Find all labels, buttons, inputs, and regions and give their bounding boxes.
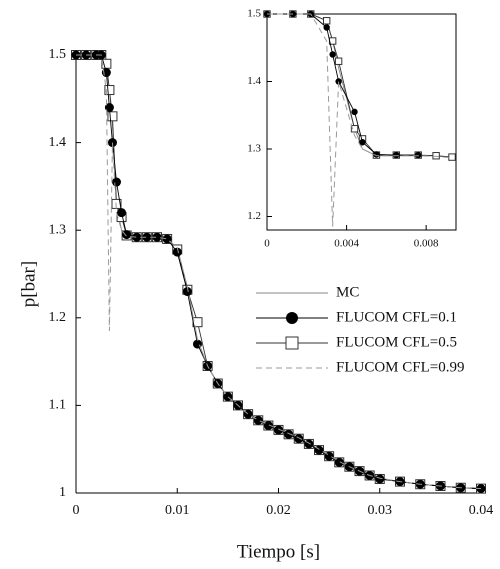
series-line xyxy=(267,13,453,227)
circle-marker xyxy=(253,415,263,425)
circle-marker xyxy=(172,247,182,257)
y-tick-label: 1.4 xyxy=(49,135,67,150)
x-tick-label: 0 xyxy=(73,503,80,518)
circle-marker xyxy=(152,232,162,242)
circle-marker xyxy=(334,457,344,467)
circle-marker xyxy=(122,230,132,240)
circle-marker xyxy=(107,138,117,148)
circle-marker xyxy=(286,312,298,324)
y-tick-label: 1.3 xyxy=(49,222,67,237)
square-marker xyxy=(448,153,456,161)
circle-marker xyxy=(112,177,121,187)
x-tick-label: 0.04 xyxy=(469,503,494,518)
series-line xyxy=(76,54,482,490)
series-line xyxy=(76,54,482,490)
y-tick-label: 1.4 xyxy=(247,75,261,87)
circle-marker xyxy=(335,78,342,85)
y-tick-label: 1.2 xyxy=(247,210,261,222)
plot: 0 0.01 0.02 0.03 0.04 1 1.1 1.2 1.3 1.4 1.5 Tiempo … xyxy=(18,47,493,562)
square-marker xyxy=(285,336,299,350)
series-line xyxy=(76,54,482,490)
x-tick-label: 0.01 xyxy=(165,503,190,518)
circle-marker xyxy=(415,151,422,159)
x-tick-label: 0.004 xyxy=(334,238,359,250)
x-tick-label: 0.02 xyxy=(266,503,291,518)
plot: 0 0.004 0.008 1.2 1.3 1.4 1.5 xyxy=(247,8,457,250)
circle-marker xyxy=(375,474,385,484)
square-marker xyxy=(350,125,359,133)
circle-marker xyxy=(263,421,273,431)
circle-marker xyxy=(101,68,111,78)
x-tick-label: 0.008 xyxy=(414,238,439,250)
legend-label: FLUCOM CFL=0.1 xyxy=(336,309,457,325)
square-marker xyxy=(322,17,331,25)
x-tick-label: 0 xyxy=(264,238,270,250)
circle-marker xyxy=(351,108,358,116)
circle-marker xyxy=(142,232,152,242)
circle-marker xyxy=(284,429,294,439)
square-marker xyxy=(334,57,343,65)
circle-marker xyxy=(323,24,330,31)
legend-label: FLUCOM CFL=0.99 xyxy=(336,359,464,375)
circle-marker xyxy=(274,425,283,435)
legend-label: MC xyxy=(336,284,359,300)
y-tick-label: 1.2 xyxy=(49,310,67,325)
circle-marker xyxy=(132,232,142,242)
plot-frame xyxy=(266,13,457,231)
square-marker xyxy=(107,111,118,122)
circle-marker xyxy=(104,103,114,113)
legend-label: FLUCOM CFL=0.5 xyxy=(336,334,457,350)
y-axis-label: p[bar] xyxy=(18,261,39,307)
circle-marker xyxy=(294,434,304,444)
series-line xyxy=(76,54,482,490)
circle-marker xyxy=(182,287,192,297)
y-tick-label: 1.5 xyxy=(247,8,261,20)
y-tick-label: 1.1 xyxy=(49,398,67,413)
y-tick-label: 1.5 xyxy=(49,47,67,62)
circle-marker xyxy=(359,139,366,146)
circle-marker xyxy=(393,151,400,159)
circle-marker xyxy=(117,208,127,218)
square-marker xyxy=(104,85,115,96)
square-marker xyxy=(432,152,440,160)
square-marker xyxy=(192,317,203,328)
circle-marker xyxy=(329,51,336,58)
circle-marker xyxy=(304,439,314,449)
x-axis-label: Tiempo [s] xyxy=(237,541,320,562)
x-tick-label: 0.03 xyxy=(368,503,393,518)
y-tick-label: 1.3 xyxy=(247,143,261,155)
y-tick-label: 1 xyxy=(59,485,66,500)
